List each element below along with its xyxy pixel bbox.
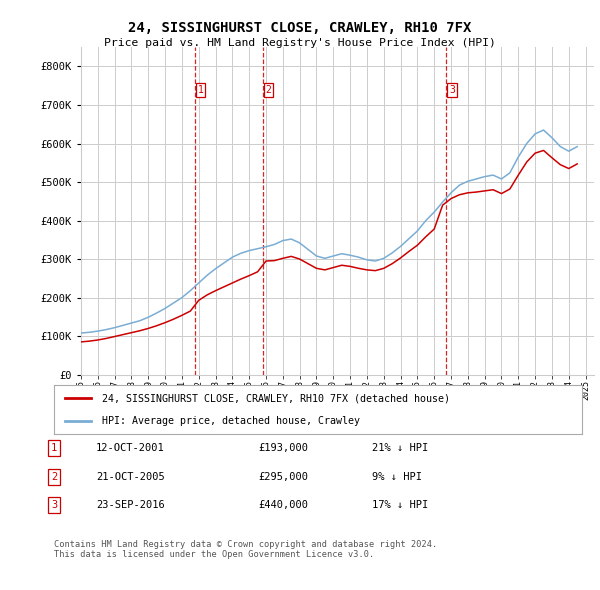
Text: 9% ↓ HPI: 9% ↓ HPI [372, 472, 422, 481]
Text: 1: 1 [198, 85, 203, 95]
Text: 3: 3 [51, 500, 57, 510]
Text: 23-SEP-2016: 23-SEP-2016 [96, 500, 165, 510]
Text: Price paid vs. HM Land Registry's House Price Index (HPI): Price paid vs. HM Land Registry's House … [104, 38, 496, 48]
Text: 12-OCT-2001: 12-OCT-2001 [96, 444, 165, 453]
Text: 21% ↓ HPI: 21% ↓ HPI [372, 444, 428, 453]
Text: 24, SISSINGHURST CLOSE, CRAWLEY, RH10 7FX: 24, SISSINGHURST CLOSE, CRAWLEY, RH10 7F… [128, 21, 472, 35]
Text: 17% ↓ HPI: 17% ↓ HPI [372, 500, 428, 510]
Text: 24, SISSINGHURST CLOSE, CRAWLEY, RH10 7FX (detached house): 24, SISSINGHURST CLOSE, CRAWLEY, RH10 7F… [101, 394, 449, 404]
Text: 3: 3 [449, 85, 455, 95]
Text: £193,000: £193,000 [258, 444, 308, 453]
Text: 2: 2 [265, 85, 271, 95]
Text: 1: 1 [51, 444, 57, 453]
Text: 2: 2 [51, 472, 57, 481]
Text: Contains HM Land Registry data © Crown copyright and database right 2024.
This d: Contains HM Land Registry data © Crown c… [54, 540, 437, 559]
Text: HPI: Average price, detached house, Crawley: HPI: Average price, detached house, Craw… [101, 415, 359, 425]
Text: £440,000: £440,000 [258, 500, 308, 510]
Text: 21-OCT-2005: 21-OCT-2005 [96, 472, 165, 481]
Text: £295,000: £295,000 [258, 472, 308, 481]
